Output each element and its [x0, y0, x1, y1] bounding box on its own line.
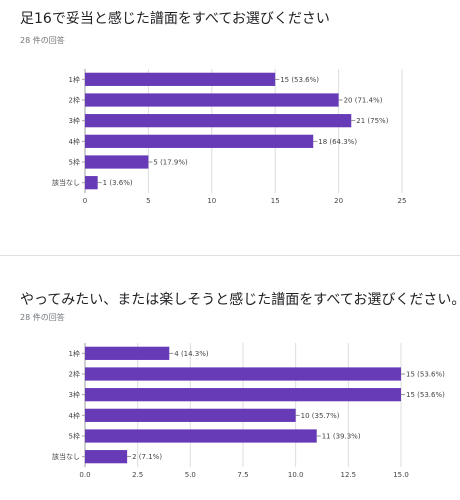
x-tick-label: 5: [146, 197, 150, 205]
data-label: 21 (75%): [356, 117, 388, 125]
category-label: 3枠: [69, 116, 80, 125]
category-label: 1枠: [69, 349, 80, 358]
data-label: 4 (14.3%): [174, 350, 209, 358]
x-tick-label: 0: [83, 197, 87, 205]
category-label: 4枠: [69, 137, 80, 146]
bar: [85, 388, 401, 402]
data-label: 11 (39.3%): [322, 433, 361, 441]
category-label: 2枠: [69, 96, 80, 105]
chart-title: 足16で妥当と感じた譜面をすべてお選びください: [20, 11, 330, 27]
data-label: 15 (53.6%): [406, 391, 445, 399]
chart-title: やってみたい、または楽しそうと感じた譜面をすべてお選びください。: [20, 292, 460, 308]
bar: [85, 346, 170, 360]
section-divider: [0, 255, 460, 256]
data-label: 20 (71.4%): [344, 97, 383, 105]
x-tick-label: 20: [334, 197, 343, 205]
bar: [85, 114, 352, 128]
chart-card-2: やってみたい、または楽しそうと感じた譜面をすべてお選びください。 28 件の回答…: [0, 285, 460, 500]
x-tick-label: 5.0: [185, 471, 196, 479]
response-count: 28 件の回答: [20, 36, 65, 45]
data-label: 10 (35.7%): [301, 412, 340, 420]
bar: [85, 429, 317, 443]
bar: [85, 450, 128, 464]
data-label: 15 (53.6%): [280, 76, 319, 84]
x-tick-label: 25: [398, 197, 407, 205]
category-label: 1枠: [69, 75, 80, 84]
x-tick-label: 15: [271, 197, 280, 205]
x-tick-label: 2.5: [132, 471, 143, 479]
category-label: 4枠: [69, 411, 80, 420]
bar-chart: 0 5 10 15 20 25 1枠 15 (53.6%) 2枠 20 (71.4%) 3枠 21 (…: [52, 69, 407, 205]
x-tick-label: 12.5: [341, 471, 357, 479]
data-label: 15 (53.6%): [406, 371, 445, 379]
x-tick-label: 10.0: [288, 471, 304, 479]
category-label: 5枠: [69, 158, 80, 167]
category-label: 該当なし: [52, 178, 80, 187]
data-label: 1 (3.6%): [103, 179, 133, 187]
bar: [85, 72, 276, 86]
data-label: 2 (7.1%): [132, 453, 162, 461]
data-label: 5 (17.9%): [153, 159, 188, 167]
bar: [85, 155, 149, 169]
bar: [85, 134, 314, 148]
category-label: 2枠: [69, 370, 80, 379]
bar: [85, 176, 98, 190]
x-tick-label: 7.5: [237, 471, 248, 479]
category-label: 3枠: [69, 390, 80, 399]
response-count: 28 件の回答: [20, 313, 65, 322]
category-label: 該当なし: [52, 452, 80, 461]
x-tick-label: 0.0: [79, 471, 90, 479]
category-label: 5枠: [69, 432, 80, 441]
chart-card-1: 足16で妥当と感じた譜面をすべてお選びください 28 件の回答 0 5 10 15 20…: [0, 6, 460, 236]
bar: [85, 408, 296, 422]
bar-chart: 0.0 2.5 5.0 7.5 10.0 12.5 15.0 1枠 4 (14.3%) 2枠 15 …: [52, 343, 445, 479]
x-tick-label: 10: [207, 197, 216, 205]
bar: [85, 93, 339, 107]
bar: [85, 367, 401, 381]
x-tick-label: 15.0: [393, 471, 409, 479]
data-label: 18 (64.3%): [318, 138, 357, 146]
